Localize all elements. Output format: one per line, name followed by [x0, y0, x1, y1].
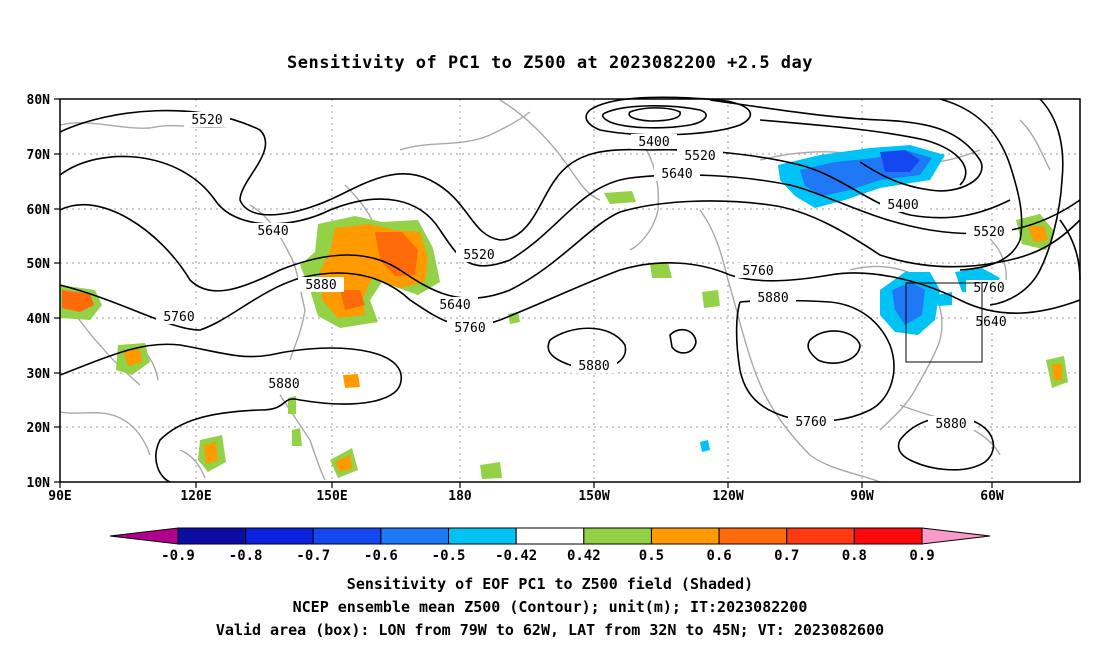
- lat-label: 50N: [27, 257, 51, 272]
- lat-label: 70N: [27, 148, 51, 163]
- caption-valid-area: Valid area (box): LON from 79W to 62W, L…: [216, 621, 884, 639]
- contour-label: 5880: [935, 417, 966, 432]
- colorbar-tick-label: 0.7: [774, 548, 799, 564]
- positive-sensitivity: [60, 191, 1068, 479]
- contour-label: 5520: [973, 225, 1004, 240]
- contour-label: 5520: [684, 149, 715, 164]
- colorbar-swatch: [177, 527, 247, 545]
- colorbar-swatch: [786, 527, 855, 545]
- colorbar-swatch: [380, 527, 450, 545]
- lon-label: 150W: [578, 489, 609, 504]
- valid-area-box: [905, 282, 983, 363]
- contour-label: 5760: [454, 321, 485, 336]
- contour-label: 5880: [757, 291, 788, 306]
- lon-label: 120E: [180, 489, 211, 504]
- contour-label: 5520: [463, 248, 494, 263]
- figure-title: Sensitivity of PC1 to Z500 at 2023082200…: [287, 53, 813, 73]
- map-frame: [59, 98, 1081, 483]
- lat-label: 80N: [27, 93, 51, 108]
- colorbar-tick-label: 0.42: [567, 548, 601, 564]
- colorbar-tick-label: 0.5: [639, 548, 664, 564]
- map-panel: 5520 5640 5760 5880 5400 5520 5640 5400 …: [59, 96, 1081, 483]
- contour-label: 5400: [638, 135, 669, 150]
- lon-label: 60W: [980, 489, 1004, 504]
- contour-label: 5400: [887, 198, 918, 213]
- contour-label: 5880: [268, 377, 299, 392]
- contour-label: 5760: [742, 264, 773, 279]
- colorbar-swatch: [245, 527, 314, 545]
- colorbar-min-arrow: [109, 527, 179, 545]
- colorbar-tick-label: -0.9: [161, 548, 195, 564]
- lon-label: 120W: [712, 489, 743, 504]
- caption-contour: NCEP ensemble mean Z500 (Contour); unit(…: [293, 598, 808, 616]
- contour-label: 5760: [163, 310, 194, 325]
- colorbar-swatch: [448, 527, 517, 545]
- contour-label: 5640: [975, 315, 1006, 330]
- colorbar-tick-label: -0.7: [296, 548, 330, 564]
- colorbar-tick-label: 0.8: [842, 548, 867, 564]
- lon-label: 150E: [316, 489, 347, 504]
- latitude-axis: 80N 70N 60N 50N 40N 30N 20N 10N: [27, 93, 60, 491]
- lat-label: 60N: [27, 203, 51, 218]
- lat-label: 30N: [27, 367, 51, 382]
- colorbar-swatch: [312, 527, 382, 545]
- contour-label: 5760: [973, 281, 1004, 296]
- colorbar-tick-label: -0.5: [432, 548, 466, 564]
- lat-label: 10N: [27, 476, 51, 491]
- colorbar-tick-label: -0.6: [364, 548, 398, 564]
- longitude-axis: 90E 120E 150E 180 150W 120W 90W 60W: [48, 482, 1004, 504]
- contour-label: 5880: [305, 278, 336, 293]
- colorbar-tick-label: 0.6: [706, 548, 731, 564]
- lon-label: 180: [448, 489, 472, 504]
- contour-label: 5520: [191, 113, 222, 128]
- lon-label: 90W: [850, 489, 874, 504]
- colorbar-swatch: [718, 527, 788, 545]
- colorbar-max-arrow: [921, 527, 991, 545]
- graticule: [60, 99, 1080, 482]
- colorbar-tick-label: -0.42: [495, 548, 537, 564]
- contour-label: 5640: [661, 167, 692, 182]
- lon-label: 90E: [48, 489, 71, 504]
- contour-labels: 5520 5640 5760 5880 5400 5520 5640 5400 …: [156, 112, 1014, 432]
- caption-shaded: Sensitivity of EOF PC1 to Z500 field (Sh…: [347, 575, 753, 593]
- colorbar-swatch: [853, 527, 923, 545]
- contour-label: 5880: [578, 359, 609, 374]
- colorbar-swatch: [650, 527, 720, 545]
- colorbar-tick-label: -0.8: [229, 548, 263, 564]
- contour-label: 5640: [257, 224, 288, 239]
- contour-label: 5760: [795, 415, 826, 430]
- colorbar: -0.9 -0.8 -0.7 -0.6 -0.5 -0.42 0.42 0.5 0.6 0.7 0.…: [109, 527, 991, 564]
- colorbar-swatch: [583, 527, 652, 545]
- lat-label: 40N: [27, 312, 51, 327]
- colorbar-swatch: [515, 527, 585, 545]
- contour-label: 5640: [439, 298, 470, 313]
- colorbar-tick-label: 0.9: [909, 548, 934, 564]
- lat-label: 20N: [27, 421, 51, 436]
